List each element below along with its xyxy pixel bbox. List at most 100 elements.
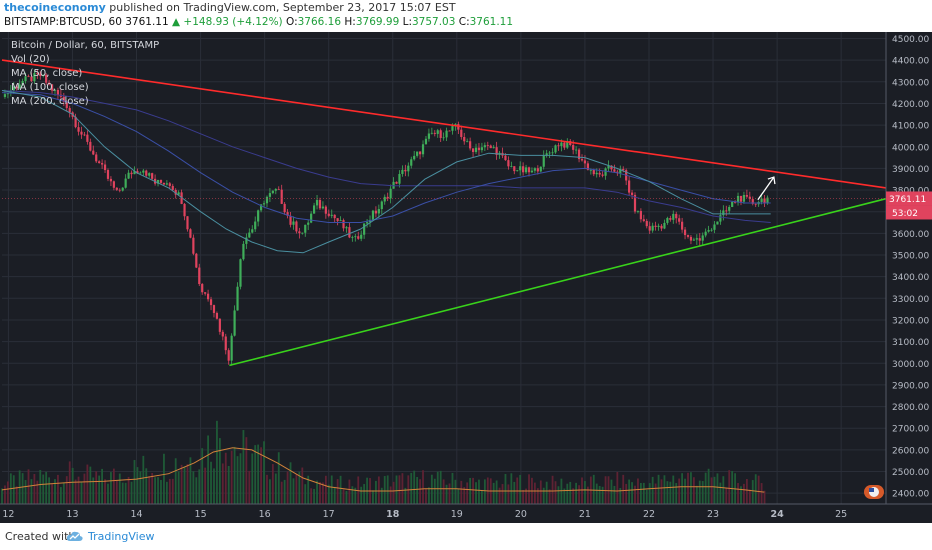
candle-body bbox=[233, 310, 236, 336]
candle-body bbox=[613, 169, 616, 172]
volume-bar bbox=[710, 477, 713, 504]
volume-bar bbox=[581, 477, 583, 504]
candle-body bbox=[651, 225, 654, 231]
candle-body bbox=[604, 168, 607, 176]
candle-body bbox=[427, 133, 431, 139]
candle-body bbox=[731, 201, 734, 208]
volume-bar bbox=[330, 475, 333, 504]
ma200-line bbox=[1, 90, 771, 223]
close-label: C: bbox=[458, 16, 470, 28]
volume-bar bbox=[39, 470, 42, 504]
volume-bar bbox=[607, 476, 610, 504]
volume-bar bbox=[15, 486, 18, 504]
candle-body bbox=[136, 171, 139, 174]
candle-body bbox=[524, 167, 528, 173]
candle-body bbox=[30, 76, 33, 82]
tradingview-brand[interactable]: TradingView bbox=[88, 530, 155, 543]
volume-bar bbox=[216, 420, 218, 504]
candle-body bbox=[318, 199, 322, 209]
time-tick-label: 17 bbox=[323, 509, 335, 520]
volume-bar bbox=[195, 477, 198, 504]
candle-body bbox=[183, 203, 186, 217]
volume-bar bbox=[36, 480, 39, 504]
volume-bar bbox=[95, 471, 98, 504]
candle-body bbox=[86, 134, 89, 142]
candle-body bbox=[442, 137, 445, 139]
candle-body bbox=[642, 219, 645, 221]
candle-body bbox=[433, 132, 436, 134]
candle-body bbox=[33, 73, 36, 82]
author-link[interactable]: thecoineconomy bbox=[4, 1, 106, 14]
last-price-tag-text: 3761.11 bbox=[889, 195, 926, 205]
candle-body bbox=[483, 145, 486, 148]
candle-body bbox=[628, 180, 631, 193]
volume-bar bbox=[157, 477, 159, 504]
volume-bar bbox=[177, 471, 180, 504]
volume-bar bbox=[660, 479, 663, 504]
volume-bar bbox=[224, 452, 227, 504]
volume-bar bbox=[510, 473, 513, 504]
symbol-line: BITSTAMP:BTCUSD, 60 3761.11 ▲ +148.93 (+… bbox=[4, 16, 513, 28]
volume-bar bbox=[572, 488, 575, 504]
volume-bar bbox=[380, 487, 383, 504]
volume-bar bbox=[251, 453, 254, 504]
chart-area[interactable]: 4500.00 4400.00 4300.00 4200.00 4100.00 4000.… bbox=[0, 32, 932, 523]
candle-body bbox=[357, 236, 360, 239]
candle-body bbox=[192, 237, 195, 254]
volume-bar bbox=[354, 487, 357, 504]
candle-body bbox=[657, 225, 660, 227]
time-tick-label: 18 bbox=[386, 509, 400, 520]
candle-body bbox=[277, 188, 280, 190]
volume-bar bbox=[289, 462, 292, 504]
volume-bar bbox=[631, 482, 633, 504]
candle-body bbox=[339, 220, 342, 222]
time-tick-label: 14 bbox=[130, 509, 142, 520]
volume-bar bbox=[466, 482, 469, 504]
price-chart[interactable]: 4500.00 4400.00 4300.00 4200.00 4100.00 4000.… bbox=[0, 32, 932, 523]
candle-body bbox=[348, 227, 351, 238]
volume-bar bbox=[419, 479, 421, 504]
legend-item: MA (200, close) bbox=[11, 96, 89, 107]
volume-bar bbox=[395, 475, 398, 504]
candle-body bbox=[156, 179, 160, 184]
candle-body bbox=[495, 147, 498, 155]
volume-bar bbox=[57, 474, 59, 504]
candle-body bbox=[45, 74, 48, 83]
volume-bar bbox=[59, 487, 62, 504]
candle-body bbox=[215, 312, 219, 319]
volume-bar bbox=[204, 467, 207, 504]
price-tick-label: 3000.00 bbox=[892, 360, 929, 370]
volume-bar bbox=[428, 487, 430, 504]
candle-body bbox=[245, 237, 248, 244]
candle-body bbox=[707, 230, 710, 232]
volume-bar bbox=[701, 481, 704, 504]
volume-bar bbox=[269, 479, 271, 504]
candle-body bbox=[212, 305, 216, 313]
volume-bar bbox=[271, 464, 274, 504]
candle-body bbox=[474, 147, 478, 152]
volume-bar bbox=[230, 450, 233, 504]
candle-body bbox=[736, 195, 740, 203]
candle-body bbox=[486, 145, 489, 147]
candle-body bbox=[766, 197, 769, 203]
volume-bar bbox=[4, 485, 6, 504]
price-tick-label: 2600.00 bbox=[892, 446, 929, 456]
volume-bar bbox=[716, 473, 719, 504]
volume-bar bbox=[501, 484, 504, 504]
candle-body bbox=[398, 173, 401, 184]
volume-bar bbox=[107, 483, 109, 504]
volume-bar bbox=[301, 467, 304, 504]
volume-bar bbox=[307, 475, 310, 504]
volume-bar bbox=[481, 490, 483, 504]
candle-body bbox=[189, 229, 192, 238]
volume-bar bbox=[657, 474, 660, 504]
volume-bar bbox=[136, 467, 139, 504]
price-tags: 3761.11 53:02 bbox=[864, 191, 932, 499]
volume-bar bbox=[139, 471, 142, 504]
volume-bar bbox=[545, 481, 548, 504]
candle-body bbox=[280, 189, 283, 204]
candle-body bbox=[101, 163, 104, 165]
candle-body bbox=[342, 220, 345, 229]
volume-bar bbox=[83, 473, 86, 504]
candle-body bbox=[421, 144, 425, 155]
